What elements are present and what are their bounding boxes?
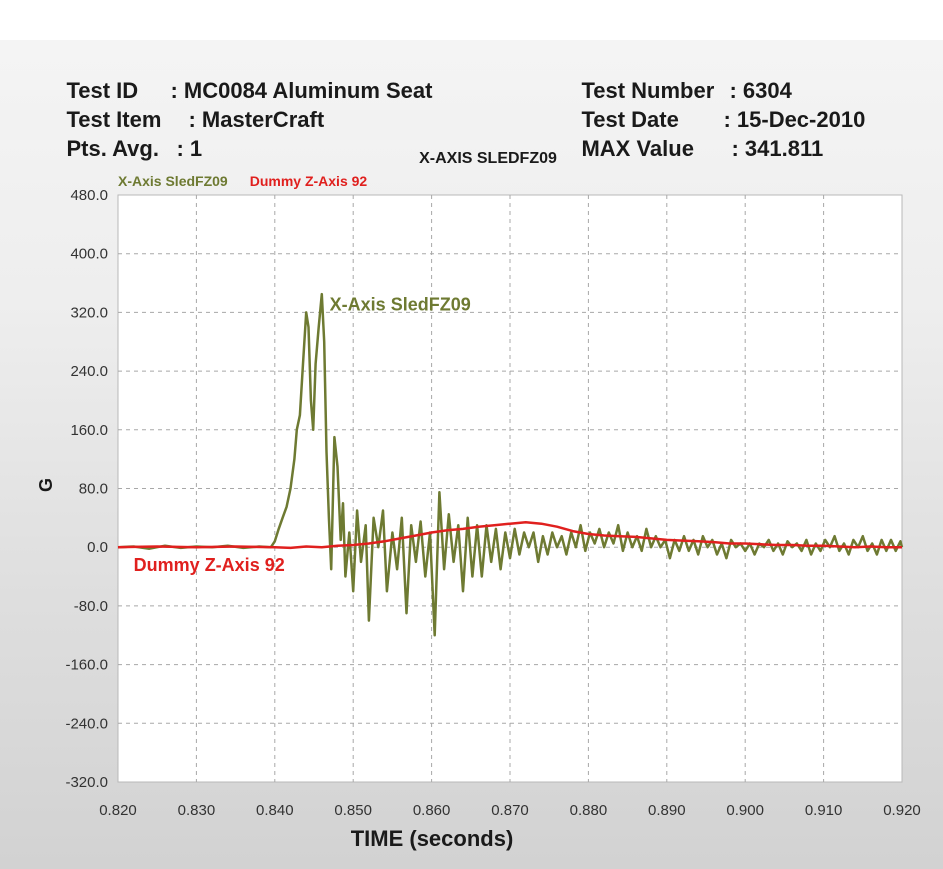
series-line-dummy-z-axis-92 — [117, 521, 902, 550]
y-tick-label: -240.0 — [65, 715, 108, 732]
test-date-row: Test Date : 15-Dec-2010 — [557, 81, 865, 159]
max-value-label: MAX Value — [581, 136, 694, 161]
chart-title: X-AXIS SLEDFZ09 — [419, 150, 557, 167]
y-axis-title: G — [36, 478, 56, 492]
y-tick-label: 400.0 — [70, 246, 108, 263]
max-value-value: : 341.811 — [731, 136, 824, 161]
x-tick-label: 0.830 — [178, 802, 216, 819]
pts-avg-label: Pts. Avg. — [66, 136, 159, 161]
test-id-value: : MC0084 Aluminum Seat — [170, 78, 433, 103]
legend: X-Axis SledFZ09 Dummy Z-Axis 92 — [118, 173, 367, 189]
x-tick-label: 0.850 — [334, 802, 372, 819]
y-tick-label: 480.0 — [70, 187, 108, 204]
x-tick-label: 0.860 — [413, 802, 451, 819]
x-tick-label: 0.900 — [726, 802, 764, 819]
annotation-label: X-Axis SledFZ09 — [330, 294, 471, 314]
test-number-row: Test Number : 6304 — [557, 52, 792, 130]
legend-entry: X-Axis SledFZ09 — [118, 173, 228, 189]
x-tick-label: 0.870 — [491, 802, 529, 819]
y-tick-label: -320.0 — [65, 774, 108, 791]
x-tick-label: 0.820 — [99, 802, 137, 819]
x-axis-title: TIME (seconds) — [351, 826, 514, 851]
test-item-row: Test Item : MasterCraft — [42, 81, 324, 159]
pts-avg-value: : 1 — [176, 136, 203, 161]
x-tick-label: 0.890 — [648, 802, 686, 819]
y-axis-ticks: 480.0 400.0 320.0 240.0 160.0 80.0 0.0 -80.0 -16… — [65, 187, 108, 791]
test-number-label: Test Number — [581, 78, 715, 103]
y-tick-label: -80.0 — [74, 598, 108, 615]
test-item-value: : MasterCraft — [188, 107, 325, 132]
y-tick-label: 320.0 — [70, 304, 108, 321]
annotations: X-Axis SledFZ09 Dummy Z-Axis 92 — [134, 294, 471, 574]
x-axis-ticks: 0.820 0.830 0.840 0.850 0.860 0.870 0.880 0.890… — [99, 802, 921, 819]
test-number-value: : 6304 — [729, 78, 792, 103]
y-tick-label: 160.0 — [70, 422, 108, 439]
test-id-label: Test ID — [66, 78, 139, 103]
test-item-label: Test Item — [66, 107, 162, 132]
test-date-value: : 15-Dec-2010 — [723, 107, 866, 132]
x-tick-label: 0.920 — [883, 802, 921, 819]
test-id-row: Test ID : MC0084 Aluminum Seat — [42, 52, 432, 130]
max-value-row: MAX Value : 341.811 — [557, 110, 823, 188]
y-tick-label: 80.0 — [79, 481, 108, 498]
y-tick-label: -160.0 — [65, 657, 108, 674]
x-tick-label: 0.880 — [570, 802, 608, 819]
pts-avg-row: Pts. Avg. : 1 — [42, 110, 202, 188]
series-layer — [117, 292, 904, 637]
legend-entry: Dummy Z-Axis 92 — [250, 173, 368, 189]
y-tick-label: 240.0 — [70, 363, 108, 380]
test-date-label: Test Date — [581, 107, 679, 132]
y-tick-label: 0.0 — [87, 539, 108, 556]
grid — [118, 195, 902, 782]
x-tick-label: 0.910 — [805, 802, 843, 819]
annotation-label: Dummy Z-Axis 92 — [134, 555, 285, 575]
x-tick-label: 0.840 — [256, 802, 294, 819]
series-line-x-axis-sledfz09 — [117, 292, 904, 637]
